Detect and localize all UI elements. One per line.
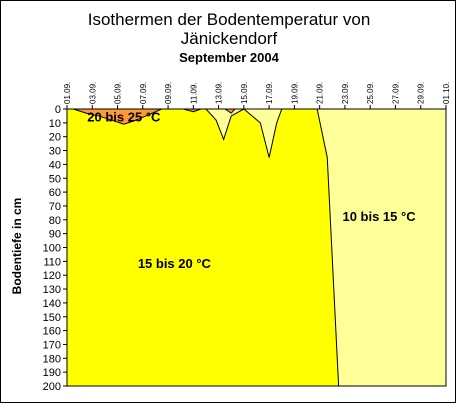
y-tick-label: 160	[43, 326, 61, 338]
band-20-25-region-0	[73, 108, 162, 125]
x-tick-label: 01.10.	[442, 82, 451, 104]
x-tick-label: 07.09.	[139, 82, 148, 104]
y-tick-label: 120	[43, 270, 61, 282]
x-tick-label: 25.09.	[366, 82, 375, 104]
y-tick-label: 150	[43, 312, 61, 324]
x-tick-label: 29.09.	[417, 82, 426, 104]
x-tick-label: 19.09.	[290, 82, 299, 104]
x-tick-label: 21.09.	[316, 82, 325, 104]
y-tick-label: 80	[49, 215, 61, 227]
y-tick-label: 100	[43, 243, 61, 255]
x-tick-label: 27.09.	[391, 82, 400, 104]
y-tick-label: 10	[49, 118, 61, 130]
x-tick-label: 23.09.	[341, 82, 350, 104]
x-tick-label: 11.09.	[189, 82, 198, 104]
y-tick-label: 170	[43, 339, 61, 351]
y-tick-label: 130	[43, 284, 61, 296]
y-tick-label: 60	[49, 187, 61, 199]
y-tick-label: 110	[43, 256, 61, 268]
band-label: 15 bis 20 °C	[138, 256, 212, 271]
y-tick-label: 180	[43, 353, 61, 365]
y-tick-label: 50	[49, 173, 61, 185]
band-label: 20 bis 25 °C	[87, 109, 161, 124]
band-15-20	[66, 108, 340, 387]
x-tick-label: 09.09.	[164, 82, 173, 104]
x-tick-label: 03.09.	[88, 82, 97, 104]
y-tick-label: 190	[43, 367, 61, 379]
x-tick-label: 01.09.	[63, 82, 72, 104]
y-tick-label: 20	[49, 132, 61, 144]
y-tick-label: 40	[49, 159, 61, 171]
y-tick-label: 200	[43, 381, 61, 393]
x-tick-label: 15.09.	[240, 82, 249, 104]
y-tick-label: 70	[49, 201, 61, 213]
y-tick-label: 30	[49, 146, 61, 158]
chart-subtitle: September 2004	[179, 50, 279, 65]
y-tick-label: 90	[49, 229, 61, 241]
x-tick-label: 13.09.	[215, 82, 224, 104]
band-label: 10 bis 15 °C	[342, 209, 416, 224]
y-tick-label: 0	[55, 104, 61, 116]
y-tick-label: 140	[43, 298, 61, 310]
x-tick-label: 17.09.	[265, 82, 274, 104]
chart-title: Isothermen der Bodentemperatur von	[87, 10, 371, 29]
chart-title-line2: Jänickendorf	[180, 29, 278, 48]
x-tick-label: 05.09.	[114, 82, 123, 104]
